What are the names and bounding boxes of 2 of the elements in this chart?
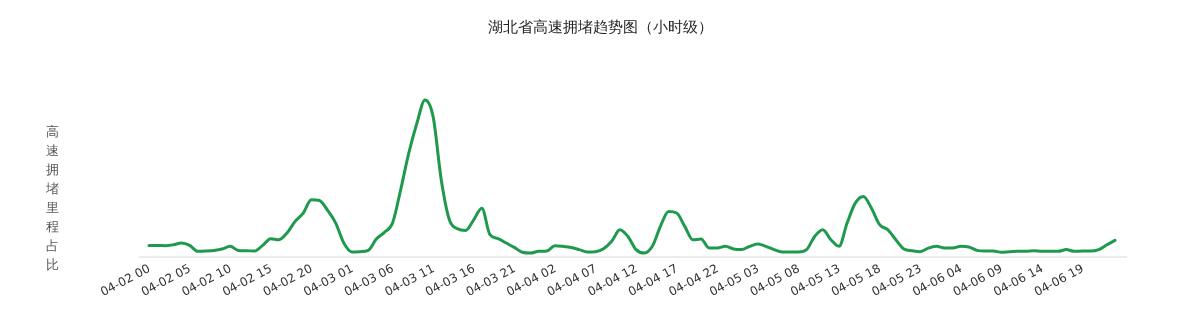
chart-title: 湖北省高速拥堵趋势图（小时级） [487, 18, 713, 36]
y-axis-title: 高速拥堵里程占比 [44, 124, 59, 272]
